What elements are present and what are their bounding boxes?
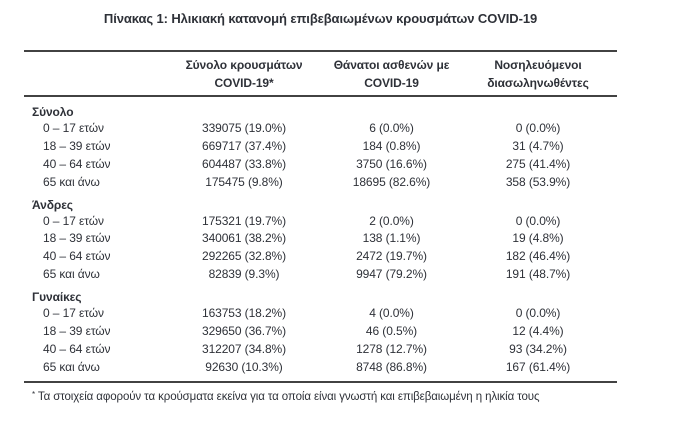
cases-cell: 312207 (34.8%) xyxy=(202,341,286,356)
data-table: Σύνολο κρουσμάτων COVID-19* Θάνατοι ασθε… xyxy=(24,50,617,383)
deaths-cell: 9947 (79.2%) xyxy=(356,267,427,282)
cases-cell: 340061 (38.2%) xyxy=(202,231,286,246)
cases-cell: 82839 (9.3%) xyxy=(208,267,280,282)
cases-cell: 163753 (18.2%) xyxy=(202,306,286,321)
intubated-cell: 182 (46.4%) xyxy=(505,249,571,264)
age-label-cell: 40 – 64 ετών xyxy=(43,249,111,264)
deaths-cell: 138 (1.1%) xyxy=(362,231,421,246)
section-header-row: Άνδρες xyxy=(24,191,617,212)
section-label: Γυναίκες xyxy=(32,290,82,305)
intubated-cell: 12 (4.4%) xyxy=(512,323,564,338)
deaths-cell: 18695 (82.6%) xyxy=(352,174,431,189)
footnote-asterisk: * xyxy=(32,390,36,399)
table-row: 65 και άνω 175475 (9.8%) 18695 (82.6%) 358 … xyxy=(24,173,617,191)
table-row: 65 και άνω 92630 (10.3%) 8748 (86.8%) 167 (… xyxy=(24,358,617,376)
col-header-intubated-line2: διασωληνωθέντες xyxy=(487,75,589,90)
col-header-cases: Σύνολο κρουσμάτων COVID-19* xyxy=(164,56,324,92)
deaths-cell: 3750 (16.6%) xyxy=(356,156,427,171)
age-label-cell: 18 – 39 ετών xyxy=(43,323,111,338)
deaths-cell: 6 (0.0%) xyxy=(369,120,414,135)
age-label-cell: 65 και άνω xyxy=(43,267,100,282)
age-label-cell: 0 – 17 ετών xyxy=(43,306,104,321)
age-label-cell: 0 – 17 ετών xyxy=(43,213,104,228)
deaths-cell: 8748 (86.8%) xyxy=(356,359,427,374)
table-row: 0 – 17 ετών 339075 (19.0%) 6 (0.0%) 0 (0.0%… xyxy=(24,119,617,137)
cases-cell: 175321 (19.7%) xyxy=(202,213,286,228)
table-row: 0 – 17 ετών 163753 (18.2%) 4 (0.0%) 0 (0.0%… xyxy=(24,304,617,322)
table-header-row: Σύνολο κρουσμάτων COVID-19* Θάνατοι ασθε… xyxy=(24,52,617,97)
col-header-intubated-line1: Νοσηλευόμενοι xyxy=(494,57,582,72)
table-row: 40 – 64 ετών 604487 (33.8%) 3750 (16.6%) 27… xyxy=(24,155,617,173)
section-label: Σύνολο xyxy=(32,105,74,119)
section-header-row: Γυναίκες xyxy=(24,283,617,304)
age-label-cell: 65 και άνω xyxy=(43,174,100,189)
intubated-cell: 358 (53.9%) xyxy=(505,174,571,189)
intubated-cell: 0 (0.0%) xyxy=(515,306,561,321)
cases-cell: 339075 (19.0%) xyxy=(202,120,286,135)
intubated-cell: 167 (61.4%) xyxy=(505,359,571,374)
footnote: * Τα στοιχεία αφορούν τα κρούσματα εκείν… xyxy=(24,390,617,403)
col-header-deaths: Θάνατοι ασθενών με COVID-19 xyxy=(324,56,459,92)
age-label-cell: 40 – 64 ετών xyxy=(43,341,111,356)
col-header-intubated: Νοσηλευόμενοι διασωληνωθέντες xyxy=(459,56,617,92)
deaths-cell: 1278 (12.7%) xyxy=(356,341,427,356)
cases-cell: 329650 (36.7%) xyxy=(202,323,286,338)
deaths-cell: 2472 (19.7%) xyxy=(356,249,427,264)
col-header-cases-line2: COVID-19* xyxy=(214,75,274,90)
table-row: 18 – 39 ετών 340061 (38.2%) 138 (1.1%) 19 (… xyxy=(24,229,617,247)
col-header-deaths-line2: COVID-19 xyxy=(364,75,419,90)
table-title: Πίνακας 1: Ηλικιακή κατανομή επιβεβαιωμέ… xyxy=(103,11,538,26)
intubated-cell: 0 (0.0%) xyxy=(515,213,561,228)
section-label: Άνδρες xyxy=(32,197,73,212)
age-label-cell: 18 – 39 ετών xyxy=(43,138,111,153)
col-header-deaths-line1: Θάνατοι ασθενών με xyxy=(333,57,450,72)
intubated-cell: 275 (41.4%) xyxy=(505,156,571,171)
table-row: 65 και άνω 82839 (9.3%) 9947 (79.2%) 191 (4… xyxy=(24,265,617,283)
intubated-cell: 31 (4.7%) xyxy=(512,138,564,153)
age-label-cell: 40 – 64 ετών xyxy=(43,156,111,171)
intubated-cell: 191 (48.7%) xyxy=(505,267,571,282)
cases-cell: 669717 (37.4%) xyxy=(202,138,286,153)
cases-cell: 292265 (32.8%) xyxy=(202,249,286,264)
age-label-cell: 18 – 39 ετών xyxy=(43,231,111,246)
col-header-cases-line1: Σύνολο κρουσμάτων xyxy=(185,57,303,72)
cases-cell: 92630 (10.3%) xyxy=(205,359,283,374)
intubated-cell: 93 (34.2%) xyxy=(509,341,567,356)
table-row: 18 – 39 ετών 329650 (36.7%) 46 (0.5%) 12 (4… xyxy=(24,322,617,340)
table-row: 0 – 17 ετών 175321 (19.7%) 2 (0.0%) 0 (0.0%… xyxy=(24,212,617,230)
cases-cell: 175475 (9.8%) xyxy=(205,174,283,189)
footnote-text: Τα στοιχεία αφορούν τα κρούσματα εκείνα … xyxy=(37,391,540,403)
age-label-cell: 0 – 17 ετών xyxy=(43,120,104,135)
section-header-row: Σύνολο xyxy=(24,98,617,119)
deaths-cell: 4 (0.0%) xyxy=(369,306,414,321)
age-label-cell: 65 και άνω xyxy=(43,359,100,374)
deaths-cell: 2 (0.0%) xyxy=(369,213,414,228)
intubated-cell: 19 (4.8%) xyxy=(512,231,564,246)
table-body: Σύνολο 0 – 17 ετών 339075 (19.0%) 6 (0.0%) 0… xyxy=(24,97,617,383)
table-row: 18 – 39 ετών 669717 (37.4%) 184 (0.8%) 31 (… xyxy=(24,137,617,155)
deaths-cell: 184 (0.8%) xyxy=(362,138,421,153)
cases-cell: 604487 (33.8%) xyxy=(202,156,286,171)
table-row: 40 – 64 ετών 312207 (34.8%) 1278 (12.7%) 93… xyxy=(24,340,617,358)
table-row: 40 – 64 ετών 292265 (32.8%) 2472 (19.7%) 18… xyxy=(24,247,617,265)
intubated-cell: 0 (0.0%) xyxy=(515,120,561,135)
deaths-cell: 46 (0.5%) xyxy=(365,323,418,338)
